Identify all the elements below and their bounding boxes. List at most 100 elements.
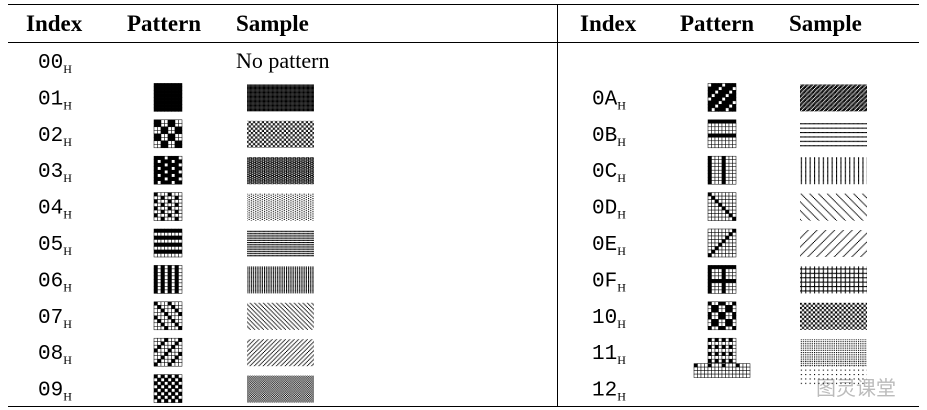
index-value: 0A [592, 88, 618, 111]
pattern-icon [707, 265, 737, 294]
pattern-icon [707, 119, 737, 149]
index-value: 05 [38, 234, 63, 257]
index-label: 0BH [592, 125, 626, 149]
pattern-sample [247, 375, 314, 403]
pattern-sample [247, 302, 314, 330]
pattern-icon [707, 301, 737, 331]
pattern-icon [153, 265, 183, 294]
index-label: 09H [38, 380, 72, 404]
pattern-icon [153, 83, 183, 112]
pattern-icon [707, 155, 737, 185]
index-value: 04 [38, 198, 63, 221]
pattern-sample [247, 120, 314, 148]
index-label: 08H [38, 343, 72, 367]
pattern-sample [247, 157, 314, 185]
index-subscript: H [63, 135, 72, 149]
index-subscript: H [63, 171, 72, 185]
column-header: Index [26, 11, 83, 36]
index-subscript: H [617, 353, 626, 367]
pattern-sample [800, 302, 867, 330]
pattern-sample [800, 120, 867, 148]
pattern-icon [153, 337, 183, 367]
index-label: 04H [38, 198, 72, 222]
pattern-icon [707, 228, 737, 258]
index-subscript: H [617, 280, 626, 294]
index-value: 09 [38, 380, 63, 403]
column-header: Sample [789, 11, 862, 36]
index-subscript: H [617, 208, 626, 222]
index-subscript: H [617, 135, 626, 149]
index-label: 03H [38, 161, 72, 185]
pattern-sample [247, 339, 314, 367]
index-subscript: H [63, 353, 72, 367]
index-label: 00H [38, 52, 72, 76]
sample-note: No pattern [236, 48, 329, 73]
pattern-sample [800, 84, 867, 112]
index-value: 0B [592, 125, 617, 148]
index-value: 10 [592, 307, 617, 330]
index-subscript: H [63, 390, 72, 404]
index-label: 0DH [592, 198, 626, 222]
index-subscript: H [63, 317, 72, 331]
pattern-sample [247, 193, 314, 221]
index-value: 0D [592, 198, 617, 221]
pattern-sample [800, 266, 867, 294]
index-label: 02H [38, 125, 72, 149]
column-header: Sample [236, 11, 309, 36]
index-label: 06H [38, 270, 72, 294]
index-value: 01 [38, 88, 63, 111]
column-header: Pattern [680, 11, 754, 36]
index-value: 11 [592, 343, 617, 366]
pattern-sample [247, 230, 314, 257]
pattern-icon [707, 337, 737, 367]
index-label: 07H [38, 307, 72, 331]
index-value: 0F [592, 270, 617, 293]
index-subscript: H [617, 171, 626, 185]
index-value: 03 [38, 161, 63, 184]
index-value: 07 [38, 307, 63, 330]
pattern-icon [707, 192, 737, 221]
column-header: Pattern [127, 11, 201, 36]
index-value: 0E [592, 234, 617, 257]
index-value: 00 [38, 52, 63, 75]
index-label: 0AH [592, 88, 626, 112]
index-value: 06 [38, 270, 63, 293]
pattern-sample [800, 193, 867, 221]
pattern-sample [800, 357, 867, 385]
index-value: 0C [592, 161, 617, 184]
pattern-icon [153, 301, 183, 331]
pattern-icon [693, 363, 751, 378]
index-label: 12H [592, 380, 626, 404]
index-label: 11H [592, 343, 626, 367]
pattern-icon [153, 192, 183, 221]
index-subscript: H [63, 62, 72, 76]
index-subscript: H [617, 317, 626, 331]
index-subscript: H [617, 390, 626, 404]
index-label: 0CH [592, 161, 626, 185]
index-subscript: H [617, 98, 626, 112]
index-subscript: H [63, 280, 72, 294]
pattern-icon [153, 119, 183, 149]
index-subscript: H [617, 244, 626, 258]
index-subscript: H [63, 244, 72, 258]
index-label: 01H [38, 88, 72, 112]
pattern-sample [800, 157, 867, 185]
index-subscript: H [63, 98, 72, 112]
pattern-sample [247, 266, 314, 294]
column-header: Index [580, 11, 637, 36]
index-label: 05H [38, 234, 72, 258]
index-value: 08 [38, 343, 63, 366]
index-label: 10H [592, 307, 626, 331]
pattern-sample [247, 84, 314, 112]
index-value: 02 [38, 125, 63, 148]
index-label: 0EH [592, 234, 626, 258]
pattern-icon [153, 155, 183, 185]
index-subscript: H [63, 208, 72, 222]
index-label: 0FH [592, 270, 626, 294]
pattern-sample [800, 230, 867, 257]
pattern-icon [707, 83, 737, 112]
pattern-icon [153, 228, 183, 258]
pattern-icon [153, 374, 183, 403]
index-value: 12 [592, 380, 617, 403]
